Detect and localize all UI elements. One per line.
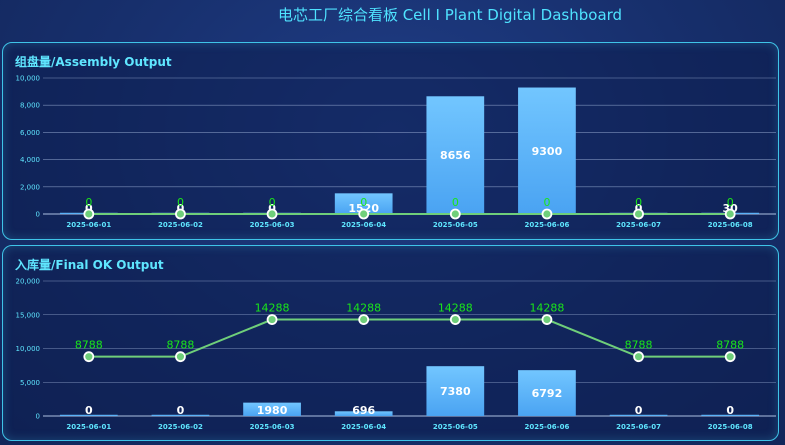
line-point <box>83 351 95 363</box>
y-tick-label: 4,000 <box>20 156 40 164</box>
y-tick-label: 15,000 <box>16 311 41 319</box>
bar <box>701 414 760 416</box>
x-tick-label: 2025-06-06 <box>525 221 570 229</box>
line-value-label: 14288 <box>529 302 564 315</box>
dashboard-title: 电芯工厂综合看板 Cell I Plant Digital Dashboard <box>277 6 623 24</box>
line-point <box>724 351 736 363</box>
y-tick-label: 10,000 <box>16 75 41 83</box>
line-point <box>175 208 186 220</box>
y-tick-label: 0 <box>36 211 40 219</box>
line-value-label: 0 <box>360 196 367 209</box>
bar <box>518 87 576 214</box>
line-point <box>633 208 644 220</box>
bar <box>59 414 118 416</box>
y-tick-label: 0 <box>36 413 40 421</box>
bar-value-label: 0 <box>726 404 734 417</box>
y-tick-label: 20,000 <box>16 278 41 286</box>
line-value-label: 8788 <box>625 339 653 352</box>
x-tick-label: 2025-06-02 <box>158 423 203 431</box>
bar-value-label: 696 <box>352 404 375 417</box>
bar-value-label: 1520 <box>348 202 379 215</box>
x-tick-label: 2025-06-01 <box>66 423 111 431</box>
line-point <box>541 208 553 220</box>
x-tick-label: 2025-06-06 <box>525 423 570 431</box>
line-point <box>83 208 95 220</box>
bar <box>518 370 576 416</box>
line-value-label: 0 <box>727 196 734 209</box>
x-tick-label: 2025-06-04 <box>341 423 386 431</box>
assembly-output-panel: 组盘量/Assembly Output 0 2,000 4,000 6,000 8,00… <box>2 42 779 240</box>
line-series <box>88 318 731 358</box>
y-tick-label: 8,000 <box>20 102 40 110</box>
line-value-label: 0 <box>543 196 550 209</box>
y-tick-label: 5,000 <box>20 379 40 387</box>
x-tick-label: 2025-06-03 <box>250 423 295 431</box>
line-value-label: 0 <box>635 196 642 209</box>
bar <box>609 414 668 416</box>
line-point <box>449 208 461 220</box>
line-value-label: 14288 <box>346 302 381 315</box>
x-tick-label: 2025-06-07 <box>616 423 661 431</box>
bar-value-label: 1980 <box>257 404 288 417</box>
bar-value-label: 0 <box>85 202 93 215</box>
line-value-label: 0 <box>85 196 92 209</box>
final-ok-output-panel: 入库量/Final OK Output 0 5,000 10,000 15,000 20… <box>2 245 779 441</box>
bar-value-label: 9300 <box>532 145 563 158</box>
final-ok-output-title: 入库量/Final OK Output <box>15 258 164 272</box>
bar <box>151 414 210 416</box>
line-value-label: 14288 <box>255 302 290 315</box>
line-point <box>358 314 370 325</box>
x-tick-label: 2025-06-08 <box>708 221 753 229</box>
bar-value-label: 8656 <box>440 149 471 162</box>
bar-value-label: 0 <box>177 202 185 215</box>
line-value-label: 0 <box>269 196 276 209</box>
x-tick-label: 2025-06-01 <box>66 221 111 229</box>
x-tick-label: 2025-06-02 <box>158 221 203 229</box>
line-point <box>724 208 736 220</box>
final-ok-output-chart: 0 5,000 10,000 15,000 20,000 0 0 1980 696 7380 679… <box>16 278 776 431</box>
line-point <box>175 351 186 363</box>
line-point <box>266 314 278 325</box>
x-tick-label: 2025-06-03 <box>250 221 295 229</box>
line-value-label: 14288 <box>438 302 473 315</box>
y-tick-label: 2,000 <box>20 183 40 191</box>
line-value-label: 0 <box>452 196 459 209</box>
bar-value-label: 0 <box>268 202 276 215</box>
bar-value-label: 7380 <box>440 385 471 398</box>
line-value-label: 8788 <box>75 339 103 352</box>
line-point <box>266 208 278 220</box>
y-tick-label: 6,000 <box>20 129 40 137</box>
bar <box>243 402 301 416</box>
bar <box>426 96 485 214</box>
bar-value-label: 0 <box>635 202 643 215</box>
line-point <box>449 314 461 325</box>
bar-value-label: 6792 <box>532 387 563 400</box>
x-tick-label: 2025-06-05 <box>433 221 478 229</box>
bar <box>334 411 393 416</box>
bar-value-label: 0 <box>85 404 93 417</box>
assembly-output-title: 组盘量/Assembly Output <box>15 55 172 69</box>
line-value-label: 0 <box>177 196 184 209</box>
line-point <box>358 208 370 220</box>
line-value-label: 8788 <box>166 339 194 352</box>
bar <box>426 366 485 416</box>
bar <box>334 193 393 214</box>
y-tick-label: 10,000 <box>16 345 41 353</box>
bar-value-label: 0 <box>635 404 643 417</box>
x-tick-label: 2025-06-07 <box>616 221 661 229</box>
line-point <box>633 351 644 363</box>
x-tick-label: 2025-06-08 <box>708 423 753 431</box>
line-value-label: 8788 <box>716 339 744 352</box>
x-tick-label: 2025-06-04 <box>341 221 386 229</box>
x-tick-label: 2025-06-05 <box>433 423 478 431</box>
line-point <box>541 314 553 325</box>
bar-value-label: 0 <box>177 404 185 417</box>
